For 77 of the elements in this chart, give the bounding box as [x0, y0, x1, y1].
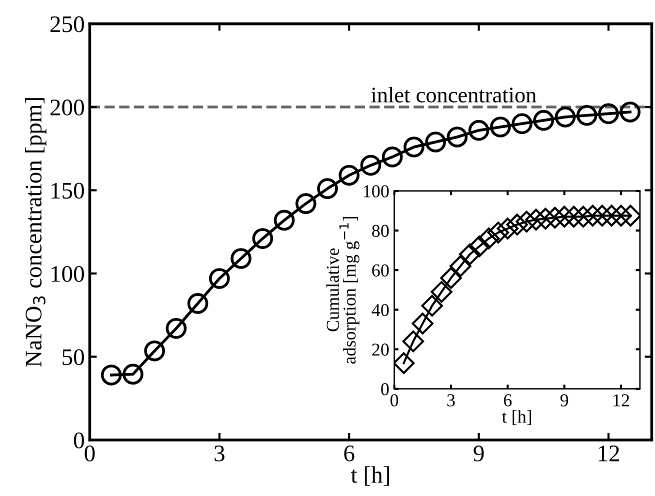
point: [209, 268, 230, 289]
point: [554, 106, 576, 128]
point: [533, 110, 554, 131]
point: [620, 102, 641, 122]
point: [576, 104, 598, 126]
y-axis-title: NaNO$_{3}$ concentration [ppm]: [24, 98, 46, 367]
point: [487, 222, 510, 244]
point: [544, 206, 566, 229]
point: [450, 255, 472, 278]
point: [338, 164, 360, 186]
point: [610, 204, 632, 227]
x-axis-title: t [h]: [502, 410, 532, 426]
point: [404, 136, 424, 158]
point: [446, 126, 468, 148]
y-axis-title: Cumulative adsorption [mg g$^{−1}$]: [326, 216, 360, 364]
point: [122, 364, 144, 385]
y-tick-label: 100: [364, 185, 389, 198]
x-tick-label: 0: [390, 394, 398, 406]
point: [440, 267, 462, 289]
point: [100, 364, 122, 386]
point: [496, 218, 519, 240]
y-tick-label: 50: [62, 349, 84, 366]
point: [582, 204, 604, 227]
x-tick-label: 12: [614, 394, 630, 406]
x-tick-label: 0: [84, 445, 95, 462]
y-tick-label: 0: [74, 432, 84, 448]
point: [572, 206, 594, 228]
x-tick-label: 3: [447, 394, 455, 406]
y-tick-label: 40: [372, 304, 389, 316]
point: [144, 340, 165, 362]
point: [553, 206, 576, 228]
point: [468, 120, 490, 141]
point: [516, 210, 538, 232]
point: [252, 228, 274, 249]
y-tick-label: 150: [52, 182, 84, 199]
point: [600, 204, 622, 227]
x-tick-label: 12: [598, 446, 619, 462]
point: [425, 132, 446, 152]
y-tick-label: 200: [50, 100, 84, 116]
point: [598, 103, 619, 124]
point: [430, 281, 452, 303]
point: [478, 228, 500, 250]
x-tick-label: 6: [504, 394, 512, 406]
point: [620, 204, 640, 227]
point: [317, 178, 338, 200]
point: [402, 330, 424, 352]
x-tick-label: 9: [474, 446, 484, 462]
x-tick-label: 3: [214, 446, 224, 462]
ref-line-label: inlet concentration: [371, 86, 536, 103]
x-tick-label: 6: [344, 446, 354, 462]
y-tick-label: 0: [381, 383, 389, 396]
y-tick-label: 250: [50, 16, 84, 32]
point: [166, 318, 187, 339]
x-tick-label: 9: [560, 394, 568, 406]
point: [412, 312, 434, 334]
point: [421, 294, 443, 317]
point: [295, 193, 316, 214]
point: [187, 293, 208, 314]
point: [506, 214, 528, 236]
x-axis-title: t [h]: [350, 466, 389, 486]
point: [490, 116, 511, 138]
point: [394, 352, 415, 374]
point: [274, 210, 295, 231]
y-tick-label: 80: [372, 224, 389, 237]
point: [562, 206, 585, 228]
y-tick-label: 20: [372, 344, 389, 356]
point: [360, 154, 382, 176]
point: [382, 146, 403, 168]
point: [525, 208, 547, 231]
point: [534, 208, 556, 230]
point: [230, 248, 252, 269]
point: [591, 204, 614, 227]
point: [459, 243, 481, 266]
point: [468, 236, 490, 258]
point: [512, 113, 532, 134]
y-tick-label: 100: [52, 266, 84, 282]
y-tick-label: 60: [372, 264, 389, 277]
